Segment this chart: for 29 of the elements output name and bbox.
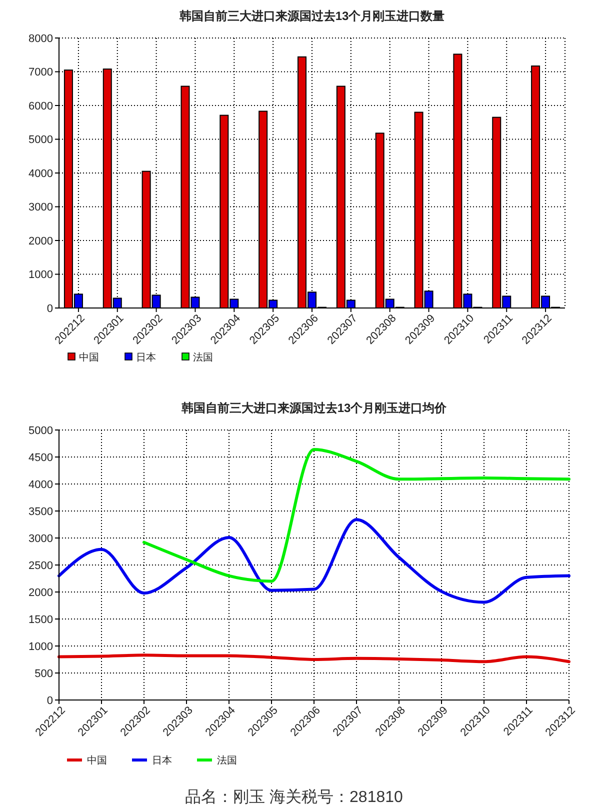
text: 品名：刚玉 海关税号：281810	[185, 788, 404, 806]
y-tick-label: 5000	[28, 134, 53, 146]
legend-label: 法国	[217, 754, 237, 766]
y-tick-label: 4000	[28, 478, 53, 491]
chart-title: 韩国自前三大进口来源国过去13个月刚玉进口数量	[178, 9, 445, 23]
y-tick-label: 0	[46, 694, 53, 707]
y-tick-label: 0	[46, 302, 53, 315]
y-tick-label: 1500	[28, 614, 53, 626]
y-tick-label: 4000	[28, 168, 53, 180]
legend-label: 日本	[152, 754, 172, 766]
y-tick-label: 3500	[28, 506, 53, 518]
y-tick-label: 6000	[28, 100, 53, 112]
y-tick-label: 2000	[28, 586, 53, 599]
y-tick-label: 1000	[28, 269, 53, 282]
y-tick-label: 7000	[28, 66, 53, 79]
legend-label: 中国	[79, 352, 99, 364]
y-tick-label: 5000	[28, 424, 53, 437]
y-tick-label: 2500	[28, 560, 53, 572]
legend-label: 法国	[193, 352, 213, 364]
y-tick-label: 3000	[28, 532, 53, 545]
y-tick-label: 1000	[28, 640, 53, 653]
legend-label: 中国	[87, 754, 107, 766]
y-tick-label: 2000	[28, 235, 53, 248]
y-tick-label: 3000	[28, 202, 53, 214]
y-tick-label: 4500	[28, 452, 53, 464]
chart-title: 韩国自前三大进口来源国过去13个月刚玉进口均价	[180, 401, 448, 415]
y-tick-label: 500	[34, 668, 53, 680]
legend-label: 日本	[136, 352, 156, 364]
y-tick-label: 8000	[28, 32, 53, 45]
